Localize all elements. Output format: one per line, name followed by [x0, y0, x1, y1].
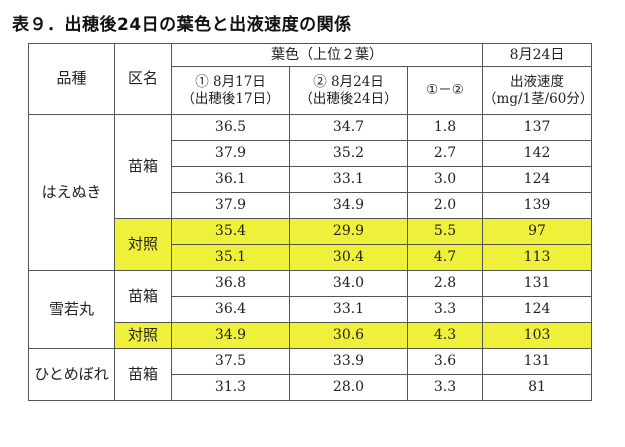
exudation-rate-cell: 103: [482, 322, 593, 349]
exudation-rate-cell: 142: [482, 140, 593, 167]
table-body: はえぬき 苗箱 36.5 34.7 1.8 137 37.9 35.2 2.7 142 36.1 33…: [28, 114, 593, 401]
table-row: 対照 34.9 30.6 4.3 103: [29, 322, 593, 349]
leaf-color-aug24-cell: 29.9: [289, 218, 408, 245]
difference-cell: 4.7: [406, 244, 484, 271]
table-row: 36.4 33.1 3.3 124: [29, 296, 593, 323]
leaf-color-aug24-cell: 35.2: [289, 140, 408, 167]
leaf-color-aug24-cell: 33.1: [289, 166, 408, 193]
variety-cell: 雪若丸: [28, 270, 115, 349]
difference-cell: 2.0: [406, 192, 484, 219]
table-row: 35.1 30.4 4.7 113: [29, 244, 593, 271]
exudation-rate-cell: 97: [482, 218, 593, 245]
table-title: 表９．出穂後24日の葉色と出液速度の関係: [12, 15, 352, 35]
table-row: 対照 35.4 29.9 5.5 97: [29, 218, 593, 271]
leaf-color-aug17-cell: 37.9: [171, 192, 290, 219]
exudation-rate-cell: 113: [482, 244, 593, 271]
difference-cell: 2.7: [406, 140, 484, 167]
leaf-color-aug17-cell: 37.9: [171, 140, 290, 167]
table-row: 37.9 34.9 2.0 139: [29, 192, 593, 219]
leaf-color-aug24-cell: 33.9: [289, 348, 408, 375]
header-col4-title: 出液速度: [510, 73, 565, 90]
exudation-rate-cell: 137: [482, 114, 593, 141]
plot-name-cell: 対照: [114, 218, 172, 271]
plot-name-cell: 対照: [114, 322, 172, 349]
table-row: ひとめぼれ 苗箱 37.5 33.9 3.6 131: [28, 348, 593, 401]
difference-cell: 2.8: [406, 270, 484, 297]
header-col1-days: （出穂後17日）: [181, 90, 280, 107]
table-row: 雪若丸 苗箱 36.8 34.0 2.8 131: [28, 270, 593, 349]
data-table: 品種 区名 葉色（上位２葉） 8月24日 ① 8月17日 （出穂後17日） ② …: [28, 43, 594, 401]
table-row: 37.9 35.2 2.7 142: [29, 140, 593, 167]
exudation-rate-cell: 139: [482, 192, 593, 219]
difference-cell: 5.5: [406, 218, 484, 245]
difference-cell: 3.6: [406, 348, 484, 375]
plot-name-cell: 苗箱: [114, 348, 172, 401]
leaf-color-aug24-cell: 30.4: [289, 244, 408, 271]
exudation-rate-cell: 131: [482, 348, 593, 375]
difference-cell: 3.3: [406, 296, 484, 323]
leaf-color-aug24-cell: 33.1: [289, 296, 408, 323]
difference-cell: 1.8: [406, 114, 484, 141]
header-col1: ① 8月17日 （出穂後17日）: [171, 66, 290, 115]
header-col2-days: （出穂後24日）: [299, 90, 398, 107]
header-plot: 区名: [114, 43, 172, 115]
header-variety: 品種: [28, 43, 115, 115]
leaf-color-aug24-cell: 34.9: [289, 192, 408, 219]
leaf-color-aug17-cell: 36.5: [171, 114, 290, 141]
header-col1-date: ① 8月17日: [195, 73, 266, 90]
leaf-color-aug17-cell: 36.8: [171, 270, 290, 297]
leaf-color-aug17-cell: 36.4: [171, 296, 290, 323]
variety-cell: ひとめぼれ: [28, 348, 115, 401]
leaf-color-aug17-cell: 31.3: [171, 374, 290, 401]
leaf-color-aug24-cell: 34.7: [289, 114, 408, 141]
header-col4: 出液速度 （mg/1茎/60分）: [482, 66, 594, 115]
difference-cell: 3.0: [406, 166, 484, 193]
header-leaf-color: 葉色（上位２葉）: [170, 43, 484, 67]
difference-cell: 3.3: [406, 374, 484, 401]
leaf-color-aug17-cell: 37.5: [171, 348, 290, 375]
leaf-color-aug17-cell: 35.4: [171, 218, 290, 245]
exudation-rate-cell: 81: [482, 374, 593, 401]
difference-cell: 4.3: [406, 322, 484, 349]
exudation-rate-cell: 124: [482, 296, 593, 323]
table-row: はえぬき 苗箱 36.5 34.7 1.8 137: [28, 114, 593, 271]
leaf-color-aug24-cell: 34.0: [289, 270, 408, 297]
leaf-color-aug17-cell: 35.1: [171, 244, 290, 271]
leaf-color-aug24-cell: 28.0: [289, 374, 408, 401]
header-col2: ② 8月24日 （出穂後24日）: [289, 66, 408, 115]
table-row: 31.3 28.0 3.3 81: [29, 374, 593, 401]
variety-cell: はえぬき: [28, 114, 115, 271]
exudation-rate-cell: 131: [482, 270, 593, 297]
leaf-color-aug17-cell: 34.9: [171, 322, 290, 349]
table-row: 36.1 33.1 3.0 124: [29, 166, 593, 193]
header-col2-date: ② 8月24日: [313, 73, 384, 90]
leaf-color-aug24-cell: 30.6: [289, 322, 408, 349]
header-col3: ①－②: [406, 66, 484, 115]
exudation-rate-cell: 124: [482, 166, 593, 193]
plot-name-cell: 苗箱: [114, 270, 172, 323]
header-col4-unit: （mg/1茎/60分）: [483, 90, 594, 107]
leaf-color-aug17-cell: 36.1: [171, 166, 290, 193]
header-date: 8月24日: [482, 43, 593, 67]
plot-name-cell: 苗箱: [114, 114, 172, 219]
